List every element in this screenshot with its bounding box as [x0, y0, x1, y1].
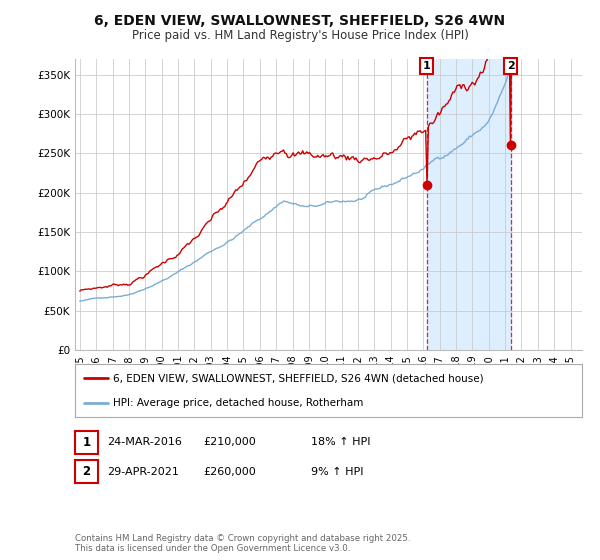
Text: Contains HM Land Registry data © Crown copyright and database right 2025.
This d: Contains HM Land Registry data © Crown c… [75, 534, 410, 553]
Text: Price paid vs. HM Land Registry's House Price Index (HPI): Price paid vs. HM Land Registry's House … [131, 29, 469, 42]
Text: 9% ↑ HPI: 9% ↑ HPI [311, 466, 364, 477]
Text: 6, EDEN VIEW, SWALLOWNEST, SHEFFIELD, S26 4WN: 6, EDEN VIEW, SWALLOWNEST, SHEFFIELD, S2… [94, 14, 506, 28]
Text: 6, EDEN VIEW, SWALLOWNEST, SHEFFIELD, S26 4WN (detached house): 6, EDEN VIEW, SWALLOWNEST, SHEFFIELD, S2… [113, 374, 484, 384]
Text: 1: 1 [423, 61, 431, 71]
Text: 2: 2 [506, 61, 514, 71]
Bar [427, 59, 511, 350]
Text: 1: 1 [82, 436, 91, 449]
Text: 24-MAR-2016: 24-MAR-2016 [107, 437, 182, 447]
Text: HPI: Average price, detached house, Rotherham: HPI: Average price, detached house, Roth… [113, 398, 364, 408]
Text: £260,000: £260,000 [203, 466, 256, 477]
Text: 18% ↑ HPI: 18% ↑ HPI [311, 437, 370, 447]
Text: 29-APR-2021: 29-APR-2021 [107, 466, 179, 477]
Text: £210,000: £210,000 [203, 437, 256, 447]
Text: 2: 2 [82, 465, 91, 478]
